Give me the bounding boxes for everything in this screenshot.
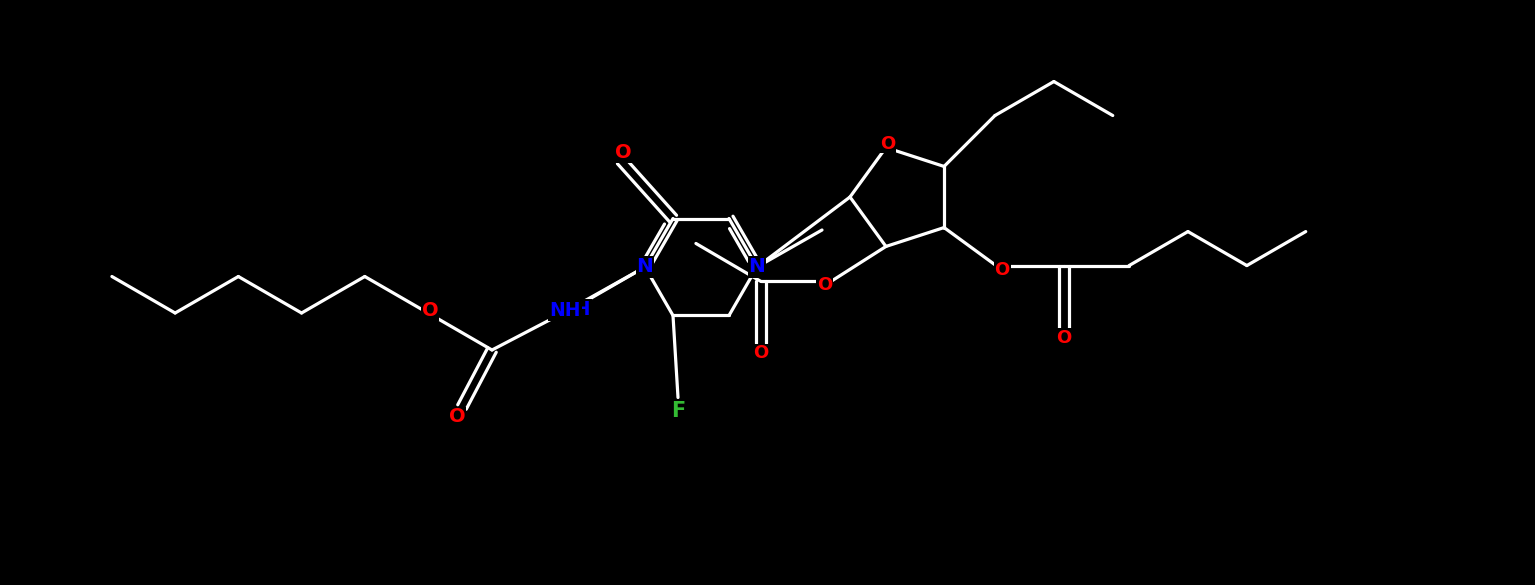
Text: F: F bbox=[671, 401, 685, 422]
Text: O: O bbox=[1056, 329, 1071, 346]
Text: O: O bbox=[754, 345, 769, 363]
Text: NH: NH bbox=[559, 300, 591, 319]
Text: N: N bbox=[749, 257, 766, 277]
Text: N: N bbox=[637, 257, 654, 277]
Text: O: O bbox=[422, 301, 439, 321]
Text: O: O bbox=[448, 408, 465, 426]
Text: O: O bbox=[880, 135, 895, 153]
Text: O: O bbox=[817, 277, 832, 294]
Text: NH: NH bbox=[550, 301, 580, 321]
Text: O: O bbox=[995, 260, 1010, 278]
Text: O: O bbox=[614, 143, 631, 162]
